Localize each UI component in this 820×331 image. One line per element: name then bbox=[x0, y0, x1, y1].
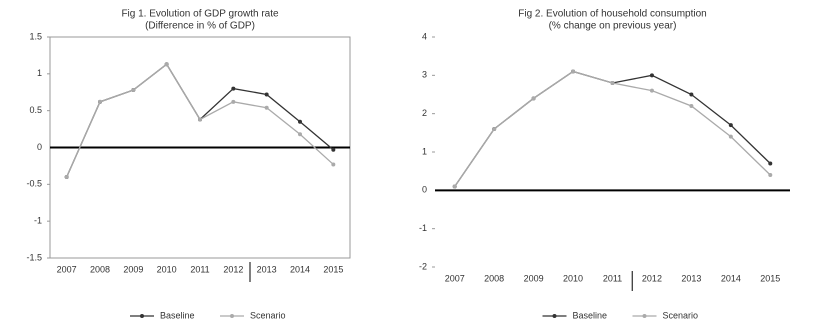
point bbox=[610, 81, 615, 85]
y-tick-label: -0.5 bbox=[26, 179, 42, 189]
point bbox=[64, 174, 69, 179]
line bbox=[454, 70, 771, 187]
legend-label: Scenario bbox=[250, 310, 286, 320]
x-tick-label: 2015 bbox=[760, 273, 780, 283]
legend-label: Scenario bbox=[663, 310, 699, 320]
chart-subtitle: (% change on previous year) bbox=[549, 21, 677, 32]
legend-marker bbox=[552, 314, 557, 318]
x-tick-label: 2007 bbox=[445, 273, 465, 283]
legend-label: Baseline bbox=[160, 310, 195, 320]
y-tick-label: 0.5 bbox=[29, 105, 42, 115]
x-tick-label: 2008 bbox=[484, 273, 504, 283]
point bbox=[728, 134, 733, 139]
x-tick-label: 2013 bbox=[257, 264, 277, 274]
x-tick-label: 2012 bbox=[642, 273, 662, 283]
y-tick-label: -2 bbox=[419, 261, 427, 271]
chart-subtitle: (Difference in % of GDP) bbox=[145, 21, 255, 32]
point bbox=[452, 184, 457, 189]
point bbox=[768, 161, 773, 166]
y-tick-label: 1 bbox=[422, 146, 427, 156]
point bbox=[298, 119, 302, 124]
x-tick-label: 2011 bbox=[190, 264, 209, 274]
line bbox=[454, 70, 771, 187]
point bbox=[264, 105, 269, 110]
x-tick-label: 2011 bbox=[603, 273, 622, 283]
legend-label: Baseline bbox=[573, 310, 608, 320]
x-tick-label: 2010 bbox=[157, 264, 177, 274]
x-tick-label: 2009 bbox=[524, 273, 544, 283]
x-tick-label: 2008 bbox=[90, 264, 110, 274]
legend-marker bbox=[230, 314, 234, 318]
x-tick-label: 2009 bbox=[123, 264, 143, 274]
point bbox=[131, 88, 136, 93]
point bbox=[331, 162, 336, 167]
chart-title: Fig 2. Evolution of household consumptio… bbox=[518, 9, 706, 20]
x-tick-label: 2015 bbox=[323, 264, 343, 274]
point bbox=[298, 132, 302, 137]
point bbox=[492, 127, 497, 131]
point bbox=[164, 62, 169, 67]
y-tick-label: 4 bbox=[422, 31, 427, 41]
y-tick-label: 0 bbox=[422, 185, 427, 195]
point bbox=[198, 117, 202, 122]
point bbox=[689, 104, 694, 108]
x-tick-label: 2014 bbox=[721, 273, 741, 283]
y-tick-label: 0 bbox=[37, 142, 42, 152]
point bbox=[98, 99, 102, 104]
legend-marker bbox=[140, 314, 144, 318]
y-tick-label: 1 bbox=[37, 68, 42, 78]
point bbox=[231, 99, 236, 104]
y-tick-label: -1 bbox=[419, 223, 427, 233]
legend-marker bbox=[642, 314, 647, 318]
point bbox=[571, 69, 576, 74]
y-tick-label: 3 bbox=[422, 70, 427, 80]
x-tick-label: 2012 bbox=[223, 264, 243, 274]
x-tick-label: 2014 bbox=[290, 264, 310, 274]
point bbox=[768, 173, 773, 177]
y-tick-label: 2 bbox=[422, 108, 427, 118]
point bbox=[649, 88, 654, 93]
y-tick-label: 1.5 bbox=[29, 31, 42, 41]
point bbox=[264, 92, 269, 97]
point bbox=[231, 86, 236, 91]
x-tick-label: 2007 bbox=[57, 264, 77, 274]
point bbox=[331, 147, 336, 152]
x-tick-label: 2013 bbox=[681, 273, 701, 283]
chart-title: Fig 1. Evolution of GDP growth rate bbox=[121, 9, 279, 20]
point bbox=[728, 123, 733, 128]
x-tick-label: 2010 bbox=[563, 273, 583, 283]
point bbox=[649, 73, 654, 78]
point bbox=[689, 92, 694, 97]
y-tick-label: -1.5 bbox=[26, 252, 42, 262]
point bbox=[531, 96, 536, 101]
y-tick-label: -1 bbox=[34, 216, 42, 226]
